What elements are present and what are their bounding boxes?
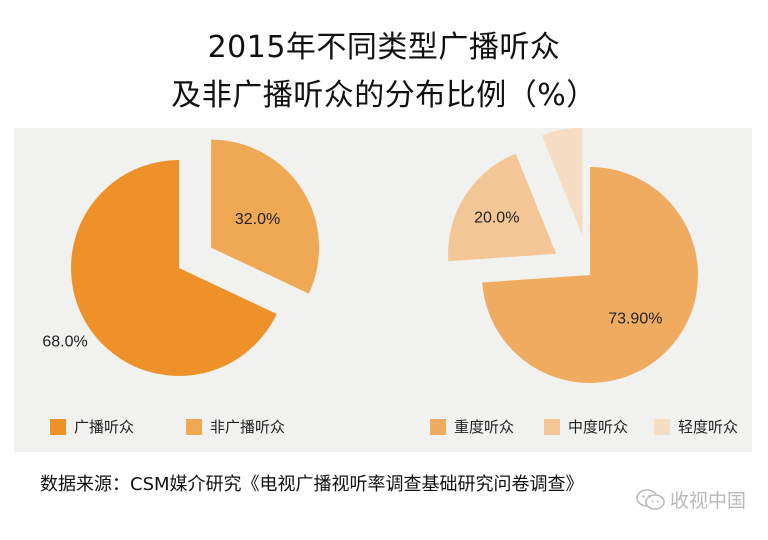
legend-item-heavy-listeners: 重度听众 (430, 416, 514, 437)
legend-swatch (430, 418, 446, 435)
pie-data-label: 6.10% (537, 128, 582, 130)
legend-label: 中度听众 (568, 418, 629, 436)
legend-item-medium-listeners: 中度听众 (544, 416, 628, 437)
legend-label: 广播听众 (74, 418, 135, 436)
watermark: 收视中国 (636, 486, 746, 513)
pie-slice (448, 153, 557, 262)
watermark-text: 收视中国 (669, 490, 746, 512)
pie-charts-svg: 32.0% 68.0% 73.90% 20.0% 6.10% (42, 128, 698, 383)
pie-slice (541, 128, 583, 236)
legend-item-light-listeners: 轻度听众 (654, 416, 738, 437)
pie-slice (70, 160, 277, 376)
chart-panel: 32.0% 68.0% 73.90% 20.0% 6.10% 广播听众 非广播听众 重度… (14, 128, 752, 452)
wechat-icon (636, 488, 665, 510)
data-source-note: 数据来源：CSM媒介研究《电视广播视听率调查基础研究问卷调查》 (40, 474, 584, 495)
legend-swatch (654, 418, 670, 435)
pie-data-label: 73.90% (608, 310, 662, 327)
legend-label: 非广播听众 (210, 418, 286, 436)
pie-data-label: 68.0% (42, 333, 87, 350)
legend-swatch (50, 418, 66, 435)
legend-item-non-broadcast-audience: 非广播听众 (186, 416, 285, 437)
chart-title-line2: 及非广播听众的分布比例（%） (171, 78, 597, 113)
pie-slice (482, 167, 698, 383)
pie-data-label: 32.0% (235, 211, 280, 228)
pie-data-label: 20.0% (474, 210, 519, 227)
legend-swatch (544, 418, 560, 435)
pie-slice (211, 139, 320, 294)
legend-item-broadcast-audience: 广播听众 (50, 416, 134, 437)
legend-swatch (186, 418, 202, 435)
legend-label: 重度听众 (454, 418, 515, 436)
chart-title-line1: 2015年不同类型广播听众 (207, 30, 561, 65)
legend-label: 轻度听众 (678, 418, 739, 436)
